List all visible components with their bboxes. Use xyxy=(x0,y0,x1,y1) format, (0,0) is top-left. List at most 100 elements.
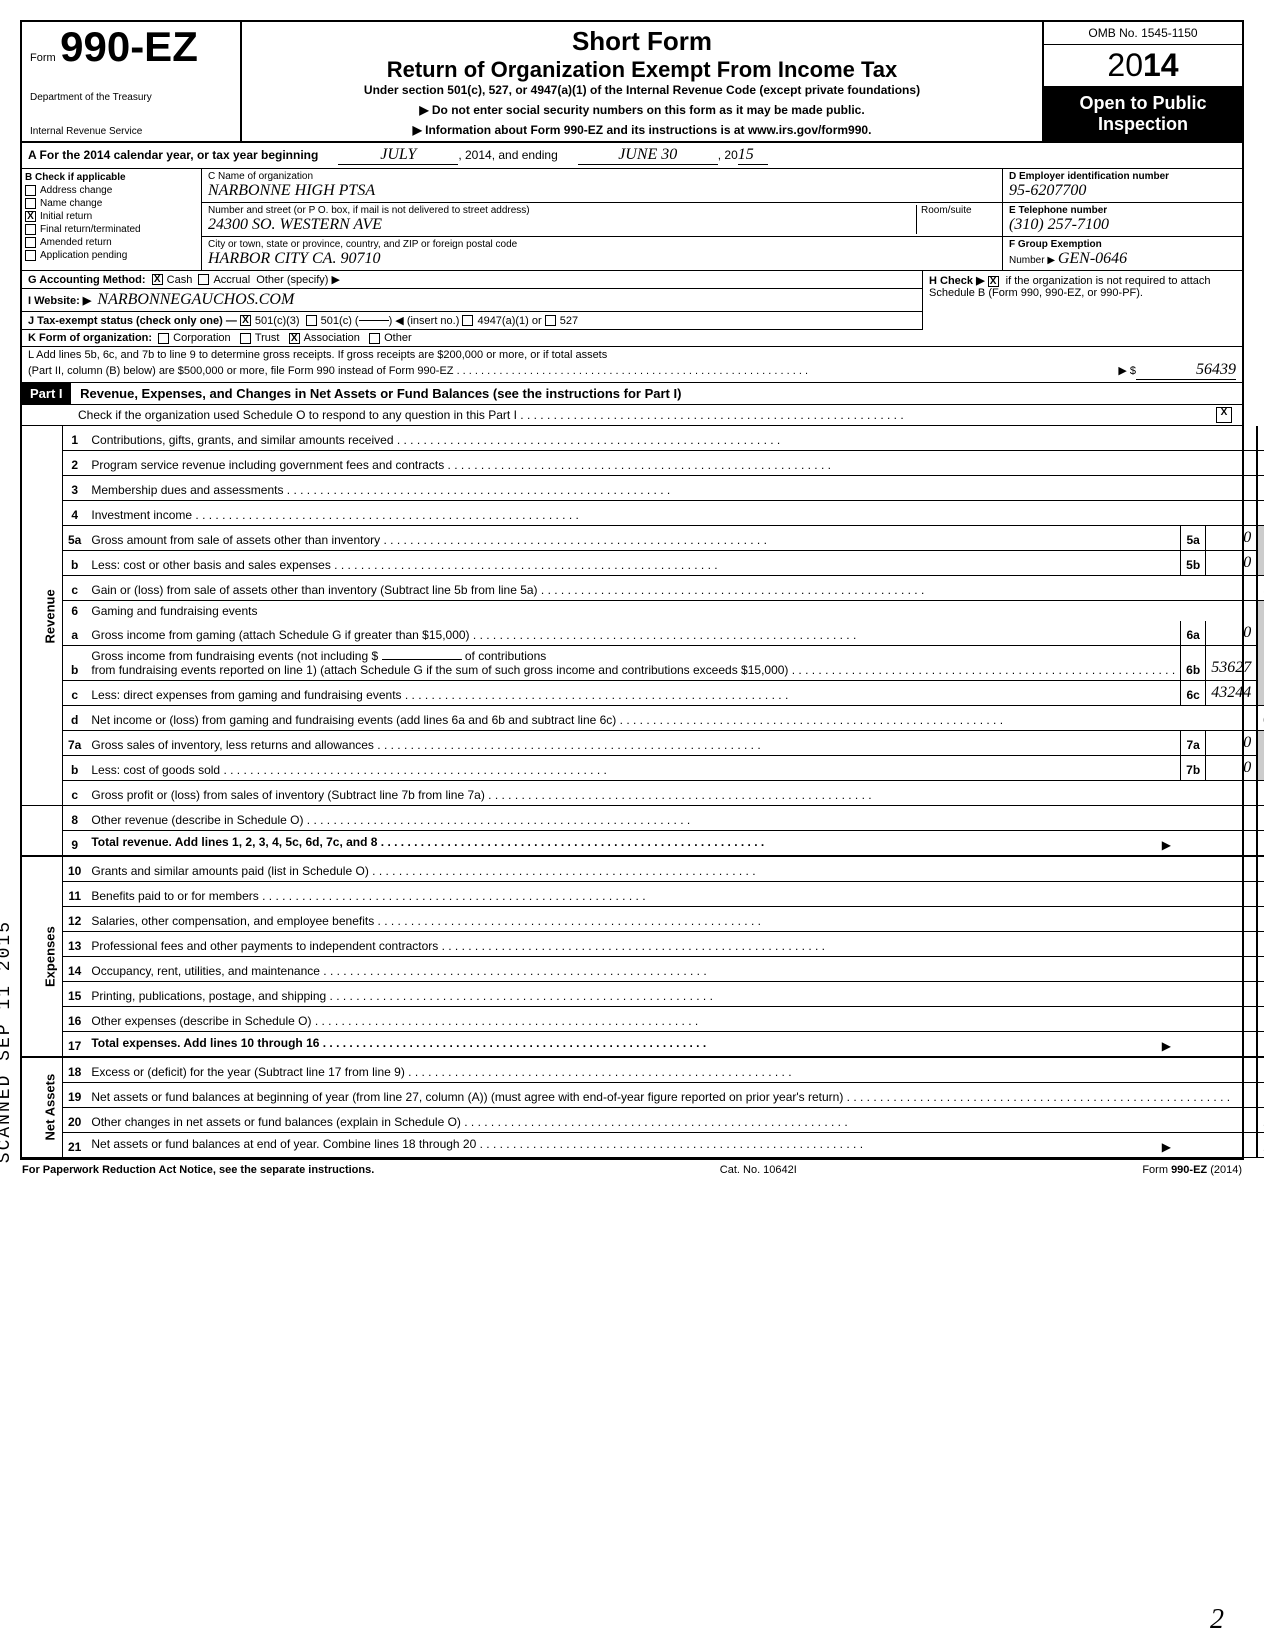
gross-receipts[interactable]: 56439 xyxy=(1136,361,1236,380)
l17-arrow: ▶ xyxy=(1162,1039,1171,1053)
l6a-midval[interactable]: 0 xyxy=(1206,621,1258,646)
ein[interactable]: 95-6207700 xyxy=(1009,182,1086,199)
c-label: C Name of organization xyxy=(208,171,996,182)
label-527: 527 xyxy=(560,315,578,327)
checkbox-accrual[interactable] xyxy=(198,274,209,285)
tax-year: 2014 xyxy=(1044,45,1242,87)
checkbox-other-org[interactable] xyxy=(369,333,380,344)
l2-box: 2 xyxy=(1257,451,1264,476)
checkbox-4947[interactable] xyxy=(462,315,473,326)
checkbox-address-change[interactable] xyxy=(25,185,36,196)
org-city[interactable]: HARBOR CITY CA. 90710 xyxy=(208,250,996,268)
tax-year-end-year[interactable]: 15 xyxy=(738,146,768,165)
l13-num: 13 xyxy=(63,932,87,957)
l3-num: 3 xyxy=(63,476,87,501)
checkbox-pending[interactable] xyxy=(25,250,36,261)
checkbox-schedule-o[interactable]: X xyxy=(1216,407,1232,423)
l11-box: 11 xyxy=(1257,882,1264,907)
org-name[interactable]: NARBONNE HIGH PTSA xyxy=(208,182,996,200)
l6a-midbox: 6a xyxy=(1181,621,1206,646)
checkbox-final-return[interactable] xyxy=(25,224,36,235)
label-other-org: Other xyxy=(384,332,412,344)
k-label: K Form of organization: xyxy=(28,332,152,344)
l21-box: 21 xyxy=(1257,1133,1264,1158)
l6-desc: Gaming and fundraising events xyxy=(86,601,1257,622)
row-a-year-prefix: , 20 xyxy=(718,148,738,162)
l5b-midbox: 5b xyxy=(1181,551,1206,576)
scanned-stamp: SCANNED SEP 11 2015 xyxy=(0,920,15,1163)
label-initial-return: Initial return xyxy=(40,211,92,222)
l12-box: 12 xyxy=(1257,907,1264,932)
l7c-box: 7c xyxy=(1257,781,1264,806)
l12-num: 12 xyxy=(63,907,87,932)
l5a-midbox: 5a xyxy=(1181,526,1206,551)
phone[interactable]: (310) 257-7100 xyxy=(1009,216,1109,233)
label-other-method: Other (specify) ▶ xyxy=(256,273,340,286)
l20-num: 20 xyxy=(63,1108,87,1133)
city-label: City or town, state or province, country… xyxy=(208,239,996,250)
checkbox-cash[interactable]: X xyxy=(152,274,163,285)
checkbox-amended[interactable] xyxy=(25,237,36,248)
l7a-num: 7a xyxy=(63,731,87,756)
l6c-num: c xyxy=(63,681,87,706)
year-outline: 20 xyxy=(1107,47,1143,83)
website[interactable]: NARBONNEGAUCHOS.COM xyxy=(97,291,294,309)
f-label: F Group Exemption xyxy=(1009,239,1102,250)
checkbox-trust[interactable] xyxy=(240,333,251,344)
dept-treasury: Department of the Treasury xyxy=(30,92,232,103)
org-address[interactable]: 24300 SO. WESTERN AVE xyxy=(208,216,916,234)
form-header: Form 990-EZ Department of the Treasury I… xyxy=(22,22,1242,143)
l5a-midval[interactable]: 0 xyxy=(1206,526,1258,551)
sidelabel-expenses: Expenses xyxy=(22,856,63,1057)
l9-arrow: ▶ xyxy=(1162,838,1171,852)
l10-box: 10 xyxy=(1257,856,1264,882)
sidelabel-revenue: Revenue xyxy=(22,426,63,806)
row-k: K Form of organization: Corporation Trus… xyxy=(22,330,1242,347)
checkbox-527[interactable] xyxy=(545,315,556,326)
dept-irs: Internal Revenue Service xyxy=(30,126,232,137)
part1-header-row: Part I Revenue, Expenses, and Changes in… xyxy=(22,383,1242,405)
omb-number: OMB No. 1545-1150 xyxy=(1044,22,1242,45)
checkbox-assoc[interactable]: X xyxy=(289,333,300,344)
row-a-mid: , 2014, and ending xyxy=(458,148,557,162)
l17-desc-cell: Total expenses. Add lines 10 through 16 … xyxy=(86,1032,1257,1058)
l5b-num: b xyxy=(63,551,87,576)
l4-num: 4 xyxy=(63,501,87,526)
l7c-num: c xyxy=(63,781,87,806)
l3-box: 3 xyxy=(1257,476,1264,501)
checkbox-501c[interactable] xyxy=(306,315,317,326)
l21-desc-cell: Net assets or fund balances at end of ye… xyxy=(86,1133,1257,1158)
l5b-desc: Less: cost or other basis and sales expe… xyxy=(86,551,1180,576)
l7a-midval[interactable]: 0 xyxy=(1206,731,1258,756)
l21-arrow: ▶ xyxy=(1162,1140,1171,1154)
l7-shade xyxy=(1257,731,1264,781)
checkbox-name-change[interactable] xyxy=(25,198,36,209)
l11-num: 11 xyxy=(63,882,87,907)
l5b-midval[interactable]: 0 xyxy=(1206,551,1258,576)
l7b-num: b xyxy=(63,756,87,781)
l2-num: 2 xyxy=(63,451,87,476)
checkbox-schedule-b[interactable]: X xyxy=(988,276,999,287)
l6b-midval[interactable]: 53627 xyxy=(1206,646,1258,681)
l7a-midbox: 7a xyxy=(1181,731,1206,756)
checkbox-501c3[interactable]: X xyxy=(240,315,251,326)
footer-right-year: (2014) xyxy=(1207,1164,1242,1176)
l18-num: 18 xyxy=(63,1057,87,1083)
g-label: G Accounting Method: xyxy=(28,274,146,286)
group-exemption[interactable]: GEN-0646 xyxy=(1058,250,1127,267)
l18-desc: Excess or (deficit) for the year (Subtra… xyxy=(86,1057,1257,1083)
l7b-midbox: 7b xyxy=(1181,756,1206,781)
return-title: Return of Organization Exempt From Incom… xyxy=(250,57,1034,83)
l6c-midval[interactable]: 43244 xyxy=(1206,681,1258,706)
l8-box: 8 xyxy=(1257,806,1264,831)
l6b-desc2: of contributions xyxy=(465,649,546,663)
footer-right-prefix: Form xyxy=(1142,1164,1171,1176)
checkbox-corp[interactable] xyxy=(158,333,169,344)
tax-year-begin[interactable]: JULY xyxy=(338,146,458,165)
checkbox-initial-return[interactable]: X xyxy=(25,211,36,222)
part1-label: Part I xyxy=(22,383,71,404)
short-form-label: Short Form xyxy=(250,26,1034,57)
section-b-label: B Check if applicable xyxy=(25,172,126,183)
tax-year-end-month[interactable]: JUNE 30 xyxy=(578,146,718,165)
l7b-midval[interactable]: 0 xyxy=(1206,756,1258,781)
